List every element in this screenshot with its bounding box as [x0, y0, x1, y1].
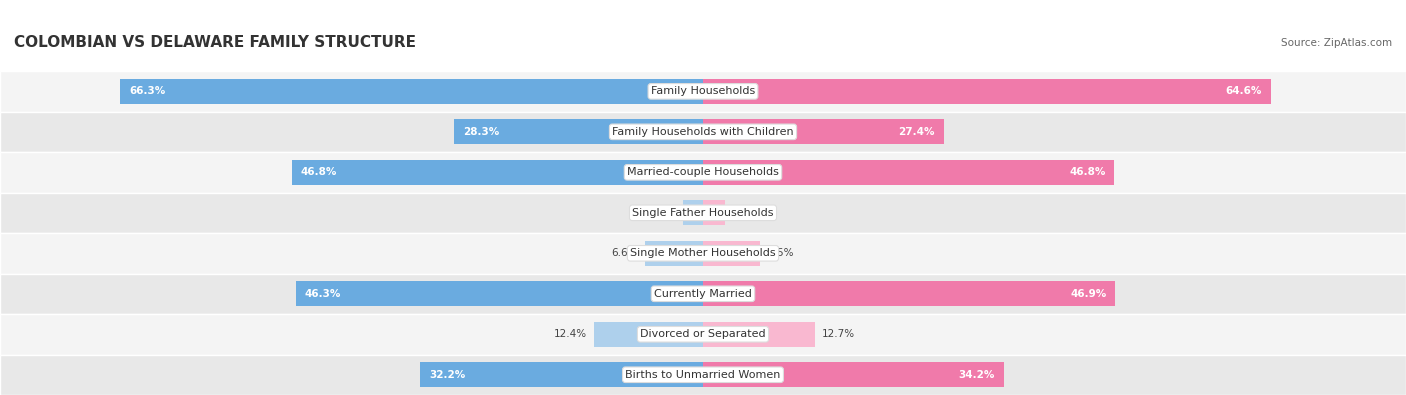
Text: Single Mother Households: Single Mother Households [630, 248, 776, 258]
Text: 12.4%: 12.4% [554, 329, 588, 339]
Text: Divorced or Separated: Divorced or Separated [640, 329, 766, 339]
Text: 46.8%: 46.8% [1069, 167, 1105, 177]
Text: COLOMBIAN VS DELAWARE FAMILY STRUCTURE: COLOMBIAN VS DELAWARE FAMILY STRUCTURE [14, 35, 416, 50]
Bar [683, 200, 703, 226]
Text: 46.9%: 46.9% [1070, 289, 1107, 299]
Bar [0, 71, 1406, 112]
Text: 46.8%: 46.8% [301, 167, 337, 177]
Bar [454, 119, 703, 145]
Text: Currently Married: Currently Married [654, 289, 752, 299]
Bar [703, 79, 1271, 104]
Text: 28.3%: 28.3% [463, 127, 499, 137]
Bar [703, 119, 943, 145]
Text: 6.6%: 6.6% [612, 248, 638, 258]
Text: 64.6%: 64.6% [1226, 87, 1261, 96]
Text: 2.3%: 2.3% [650, 208, 676, 218]
Bar [0, 193, 1406, 233]
Bar [0, 314, 1406, 355]
Bar [0, 233, 1406, 273]
Bar [292, 160, 703, 185]
Bar [703, 281, 1115, 307]
Text: 66.3%: 66.3% [129, 87, 166, 96]
Bar [0, 355, 1406, 395]
Bar [703, 362, 1004, 387]
Text: Births to Unmarried Women: Births to Unmarried Women [626, 370, 780, 380]
Bar [703, 322, 814, 347]
Bar [0, 152, 1406, 193]
Bar [420, 362, 703, 387]
Text: Single Father Households: Single Father Households [633, 208, 773, 218]
Bar [297, 281, 703, 307]
Text: 32.2%: 32.2% [429, 370, 465, 380]
Text: Family Households: Family Households [651, 87, 755, 96]
Bar [0, 273, 1406, 314]
Text: Married-couple Households: Married-couple Households [627, 167, 779, 177]
Text: Family Households with Children: Family Households with Children [612, 127, 794, 137]
Text: Source: ZipAtlas.com: Source: ZipAtlas.com [1281, 38, 1392, 48]
Bar [121, 79, 703, 104]
Bar [703, 241, 761, 266]
Text: 27.4%: 27.4% [898, 127, 935, 137]
Bar [0, 112, 1406, 152]
Text: 6.5%: 6.5% [768, 248, 793, 258]
Text: 46.3%: 46.3% [305, 289, 342, 299]
Text: 12.7%: 12.7% [821, 329, 855, 339]
Bar [703, 160, 1114, 185]
Text: 34.2%: 34.2% [959, 370, 995, 380]
Bar [593, 322, 703, 347]
Bar [645, 241, 703, 266]
Text: 2.5%: 2.5% [733, 208, 758, 218]
Bar [703, 200, 725, 226]
